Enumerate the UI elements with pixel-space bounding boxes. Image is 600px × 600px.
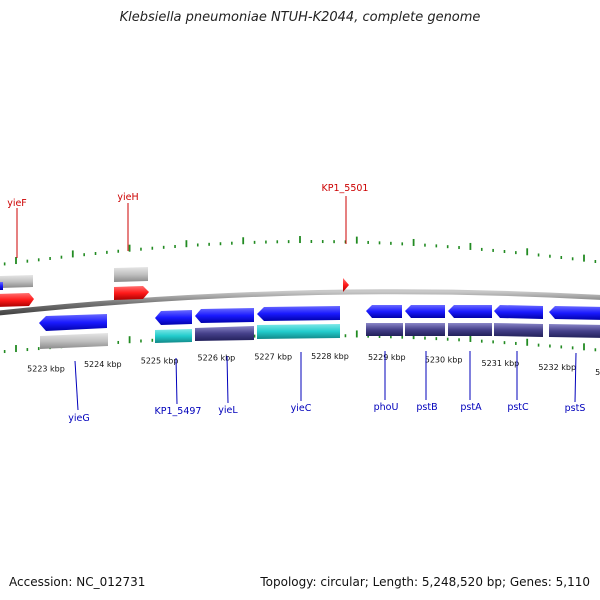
gene-arrow[interactable] (343, 278, 349, 292)
gene-arrow[interactable] (448, 323, 492, 336)
gene-label-yief[interactable]: yieF (7, 198, 27, 209)
gene-label-psts[interactable]: pstS (565, 403, 586, 414)
gene-label-pstc[interactable]: pstC (507, 402, 529, 413)
tick-label: 5229 kbp (368, 353, 406, 362)
tick-label: 5230 kbp (425, 355, 463, 364)
tick-label: 5228 kbp (311, 352, 349, 361)
genome-backbone (0, 289, 600, 316)
tick-label: 5231 kbp (482, 359, 520, 368)
gene-arrow[interactable] (549, 324, 600, 338)
tick-label: 5226 kbp (198, 354, 236, 363)
genome-title: Klebsiella pneumoniae NTUH-K2044, comple… (119, 10, 481, 25)
tick-label: 5223 kbp (27, 364, 65, 373)
forward-strand (0, 267, 349, 307)
gene-label-yieh[interactable]: yieH (117, 192, 138, 203)
gene-label-kp1-5501[interactable]: KP1_5501 (322, 183, 369, 194)
tick-label: 5227 kbp (254, 352, 292, 361)
gene-arrow[interactable] (366, 323, 403, 336)
gene-arrow[interactable] (155, 329, 192, 343)
tick-row-top (3, 236, 597, 266)
gene-arrow[interactable] (366, 305, 402, 318)
gene-arrow[interactable] (494, 305, 543, 319)
gene-label-yieg[interactable]: yieG (68, 413, 89, 424)
gene-arrow[interactable] (405, 323, 445, 336)
gene-arrow[interactable] (0, 293, 34, 307)
gene-arrow[interactable] (0, 282, 3, 290)
tick-label: 5232 kbp (538, 363, 576, 372)
gene-arrow[interactable] (257, 324, 340, 339)
gene-arrow[interactable] (155, 310, 192, 325)
gene-label-pstb[interactable]: pstB (416, 402, 437, 413)
tick-labels: 5223 kbp 5224 kbp 5225 kbp 5226 kbp 5227 kbp… (27, 352, 600, 377)
gene-arrow[interactable] (257, 306, 340, 321)
tick-label: 5225 kbp (141, 356, 179, 365)
gene-label-phou[interactable]: phoU (374, 402, 399, 413)
gene-arrow[interactable] (195, 326, 254, 341)
gene-label-yiel[interactable]: yieL (218, 405, 238, 416)
gene-arrow[interactable] (549, 306, 600, 320)
tick-label: 5233 kbp (595, 368, 600, 377)
label-leaders (16, 196, 577, 411)
genome-summary-text: Topology: circular; Length: 5,248,520 bp… (260, 575, 590, 589)
gene-arrow[interactable] (0, 275, 33, 288)
tick-label: 5224 kbp (84, 360, 122, 369)
accession-text: Accession: NC_012731 (9, 575, 146, 589)
gene-label-yiec[interactable]: yieC (291, 403, 312, 414)
reverse-strand (39, 305, 600, 349)
gene-arrow[interactable] (114, 267, 148, 282)
gene-arrow[interactable] (494, 323, 543, 337)
gene-labels: yieF yieH KP1_5501 yieG KP1_5497 yieL yi… (7, 183, 585, 424)
gene-arrow[interactable] (195, 308, 254, 323)
gene-arrow[interactable] (39, 314, 107, 331)
gene-arrow[interactable] (40, 333, 108, 349)
gene-arrow[interactable] (448, 305, 492, 318)
gene-label-kp1-5497[interactable]: KP1_5497 (155, 406, 202, 417)
gene-label-psta[interactable]: pstA (460, 402, 482, 413)
gene-arrow[interactable] (114, 286, 149, 300)
gene-arrow[interactable] (405, 305, 445, 318)
